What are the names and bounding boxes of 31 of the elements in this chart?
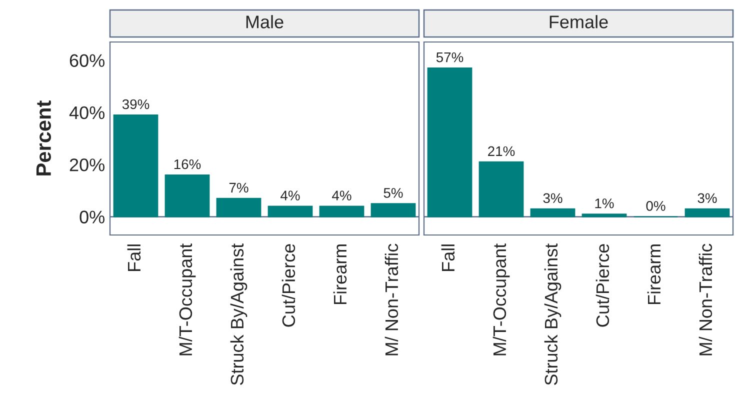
data-label: 0% <box>646 201 666 211</box>
data-label: 1% <box>595 198 614 208</box>
y-tick-label: 0% <box>80 210 104 224</box>
x-tick-label: M/ Non-Traffic <box>698 244 712 356</box>
data-label: 5% <box>384 188 403 198</box>
x-tick-label: M/ Non-Traffic <box>384 244 398 356</box>
y-tick-label: 20% <box>70 158 104 172</box>
data-label: 4% <box>332 190 352 200</box>
data-label: 21% <box>488 146 515 156</box>
data-label: 3% <box>698 193 717 204</box>
x-tick-label: M/T-Occupant <box>178 243 196 356</box>
x-tick-label: Cut/Pierce <box>596 244 610 327</box>
x-tick-label: M/T-Occupant <box>492 243 510 356</box>
x-tick-label: Firearm <box>647 244 661 304</box>
x-tick-label: Fall <box>441 244 455 271</box>
x-tick-label: Firearm <box>333 244 347 304</box>
data-label: 3% <box>543 193 562 204</box>
y-tick-label: 40% <box>69 106 104 120</box>
x-tick-label: Struck By/Against <box>230 243 248 386</box>
chart-title: Female <box>550 15 608 28</box>
x-tick-label: Cut/Pierce <box>282 244 296 327</box>
y-axis-title: Percent <box>36 100 51 176</box>
chart-title: Male <box>246 15 284 28</box>
data-label: 39% <box>122 99 150 110</box>
data-label: 4% <box>280 190 300 200</box>
data-label: 57% <box>436 52 464 62</box>
y-tick-label: 60% <box>70 54 104 67</box>
x-tick-label: Fall <box>127 244 141 271</box>
x-tick-label: Struck By/Against <box>544 243 562 386</box>
data-label: 16% <box>174 159 201 170</box>
data-label: 7% <box>229 182 248 193</box>
